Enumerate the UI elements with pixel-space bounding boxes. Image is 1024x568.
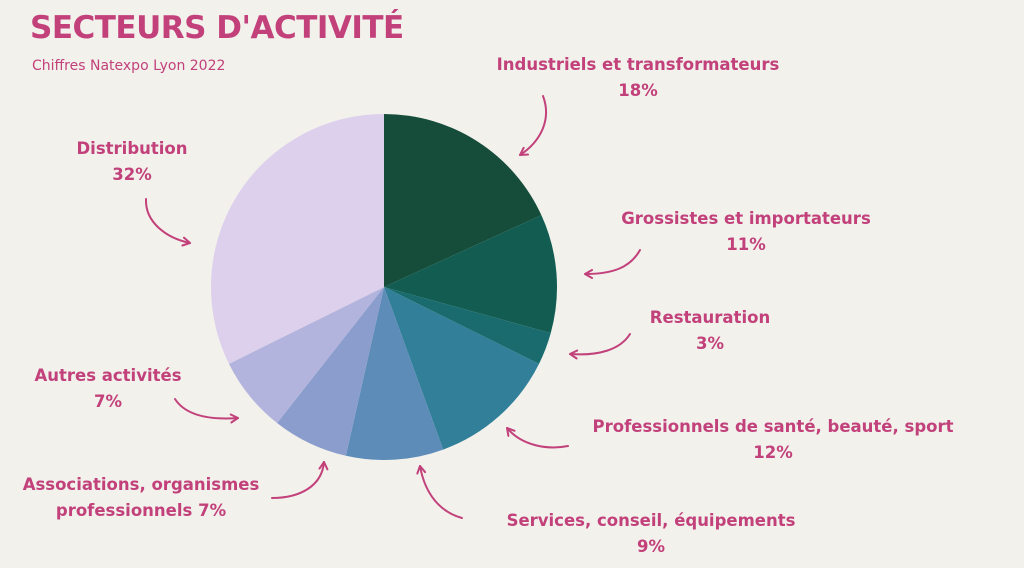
arrow-restauration (569, 333, 631, 360)
pie-slice-restauration (384, 287, 551, 364)
label-autres-name: Autres activités (34, 366, 182, 385)
label-services-name: Services, conseil, équipements (506, 511, 796, 530)
arrow-distribution (144, 198, 191, 247)
label-autres-value: 7% (93, 391, 123, 411)
label-services-value: 9% (636, 536, 665, 556)
label-distribution-name: Distribution (76, 139, 188, 158)
label-grossistes-value: 11% (726, 234, 766, 254)
pie-slice-professionnels-de-santé-beauté-sport (384, 287, 540, 450)
arrow-industriels (519, 95, 548, 156)
label-sante-value: 12% (753, 442, 793, 462)
pie-slice-grossistes-et-importateurs (384, 215, 557, 334)
pie-slice-distribution (210, 114, 384, 364)
label-industriels-value: 18% (618, 80, 658, 100)
arrow-services (416, 465, 463, 519)
label-associations-line2: professionnels 7% (55, 500, 227, 520)
callout-arrows (144, 95, 641, 519)
label-grossistes: Grossistes et importateurs 11% (621, 206, 871, 257)
pie-slice-services-conseil-équipements (345, 287, 444, 461)
arrow-autres (174, 398, 239, 424)
chart-subtitle: Chiffres Natexpo Lyon 2022 (32, 58, 226, 74)
pie-slices (210, 114, 557, 461)
arrow-grossistes (584, 249, 641, 279)
pie-slice-autres-activités (228, 287, 384, 423)
label-grossistes-name: Grossistes et importateurs (621, 209, 871, 228)
label-sante-name: Professionnels de santé, beauté, sport (592, 417, 954, 436)
label-restauration: Restauration 3% (650, 305, 770, 356)
pie-slice-industriels-et-transformateurs (384, 114, 542, 287)
label-associations-line1: Associations, organismes (22, 475, 260, 494)
chart-title: SECTEURS D'ACTIVITÉ (30, 10, 404, 46)
label-autres: Autres activités 7% (34, 363, 181, 414)
label-industriels: Industriels et transformateurs 18% (497, 52, 780, 103)
label-sante: Professionnels de santé, beauté, sport 1… (593, 414, 954, 465)
label-associations: Associations, organismes professionnels … (23, 472, 260, 523)
label-restauration-value: 3% (695, 333, 725, 353)
label-industriels-name: Industriels et transformateurs (496, 55, 780, 74)
label-distribution: Distribution 32% (76, 136, 187, 187)
label-services: Services, conseil, équipements 9% (507, 508, 796, 559)
label-distribution-value: 32% (112, 164, 152, 184)
label-restauration-name: Restauration (649, 308, 771, 327)
arrow-sante (506, 427, 569, 449)
pie-slice-associations-organismes-professionnels (277, 287, 384, 456)
arrow-associations (271, 461, 329, 499)
